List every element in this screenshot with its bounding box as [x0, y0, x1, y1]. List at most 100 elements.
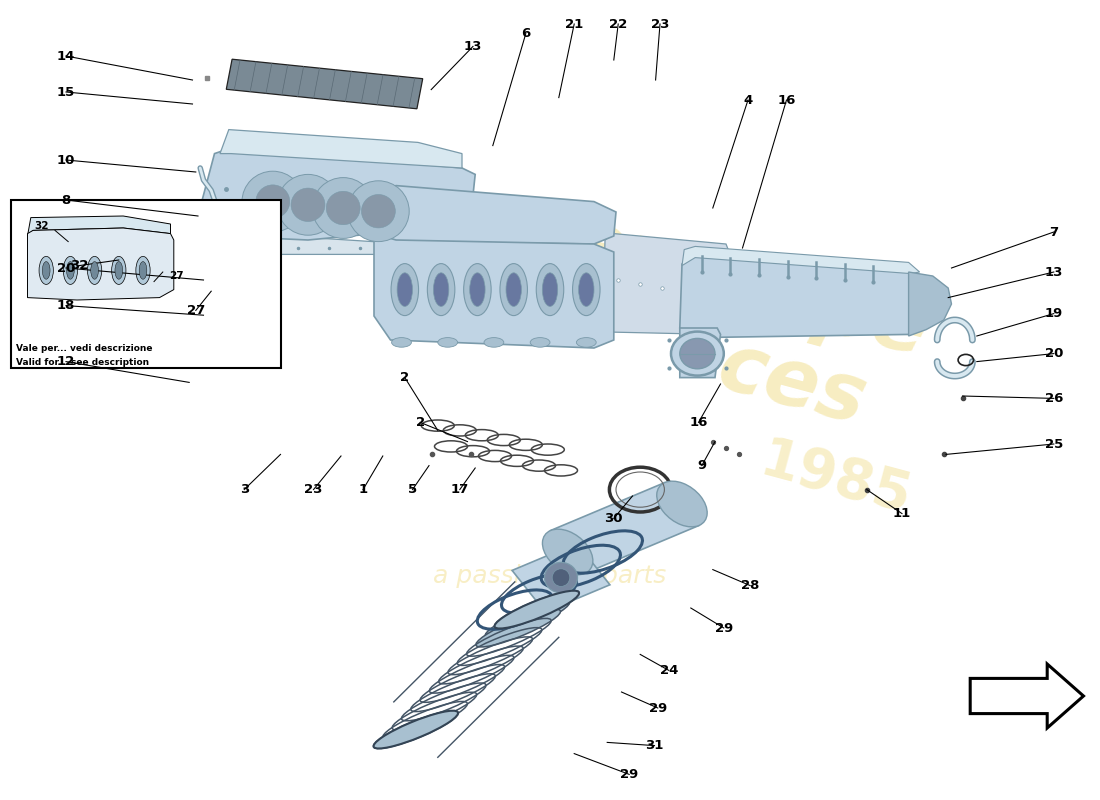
Text: 28: 28	[741, 579, 759, 592]
Ellipse shape	[506, 273, 521, 306]
Ellipse shape	[433, 273, 449, 306]
Ellipse shape	[576, 338, 596, 347]
Ellipse shape	[470, 273, 485, 306]
Text: 15: 15	[57, 86, 75, 98]
Ellipse shape	[544, 562, 578, 593]
Polygon shape	[28, 228, 174, 300]
Ellipse shape	[438, 338, 458, 347]
Ellipse shape	[277, 174, 339, 235]
Ellipse shape	[484, 338, 504, 347]
Text: 17: 17	[451, 483, 469, 496]
Ellipse shape	[657, 481, 707, 527]
Text: 27: 27	[187, 304, 205, 317]
Polygon shape	[682, 246, 920, 274]
Ellipse shape	[476, 609, 561, 647]
Text: 13: 13	[1045, 266, 1063, 278]
Text: eurospe: eurospe	[561, 203, 935, 373]
Ellipse shape	[374, 710, 458, 749]
Ellipse shape	[292, 188, 324, 222]
Ellipse shape	[242, 171, 304, 232]
Ellipse shape	[495, 590, 579, 629]
FancyBboxPatch shape	[11, 200, 280, 368]
Text: 4: 4	[744, 94, 752, 106]
Ellipse shape	[579, 273, 594, 306]
Ellipse shape	[530, 338, 550, 347]
Text: 23: 23	[651, 18, 669, 30]
Text: 20: 20	[1045, 347, 1063, 360]
Ellipse shape	[392, 263, 418, 315]
Text: 11: 11	[893, 507, 911, 520]
Text: 16: 16	[690, 416, 707, 429]
Text: ces: ces	[710, 327, 874, 441]
Text: 31: 31	[646, 739, 663, 752]
Text: Vale per... vedi descrizione: Vale per... vedi descrizione	[16, 344, 153, 353]
Text: 26: 26	[1045, 392, 1063, 405]
Text: 30: 30	[605, 512, 623, 525]
Polygon shape	[28, 216, 170, 236]
Text: 12: 12	[57, 355, 75, 368]
Ellipse shape	[42, 262, 51, 279]
Text: 22: 22	[609, 18, 627, 30]
Ellipse shape	[327, 191, 360, 225]
Ellipse shape	[362, 194, 395, 228]
Text: 25: 25	[1045, 438, 1063, 450]
Text: 10: 10	[57, 154, 75, 166]
Ellipse shape	[680, 338, 715, 369]
Text: 29: 29	[649, 702, 667, 714]
Ellipse shape	[499, 263, 527, 315]
Ellipse shape	[90, 262, 99, 279]
Ellipse shape	[542, 273, 558, 306]
Text: 19: 19	[1045, 307, 1063, 320]
Ellipse shape	[40, 256, 53, 284]
Text: 21: 21	[565, 18, 583, 30]
Polygon shape	[374, 234, 614, 348]
Polygon shape	[227, 59, 422, 109]
Text: 18: 18	[57, 299, 75, 312]
Ellipse shape	[392, 338, 411, 347]
Ellipse shape	[67, 262, 75, 279]
Ellipse shape	[139, 262, 147, 279]
Text: 29: 29	[620, 768, 638, 781]
Text: Valid for... see description: Valid for... see description	[16, 358, 150, 366]
Text: 5: 5	[408, 483, 417, 496]
Ellipse shape	[112, 256, 126, 284]
Text: 20: 20	[57, 262, 75, 274]
Text: 1985: 1985	[755, 434, 917, 526]
Text: 7: 7	[1049, 226, 1058, 238]
Polygon shape	[513, 543, 609, 612]
Text: 32: 32	[70, 259, 88, 272]
Ellipse shape	[136, 256, 150, 284]
Polygon shape	[551, 482, 698, 574]
Ellipse shape	[485, 600, 570, 638]
Ellipse shape	[573, 263, 601, 315]
Text: 24: 24	[660, 664, 678, 677]
Text: 32: 32	[34, 221, 50, 230]
Text: 23: 23	[305, 483, 322, 496]
Ellipse shape	[537, 263, 563, 315]
Text: 3: 3	[240, 483, 249, 496]
Text: 27: 27	[168, 271, 184, 281]
Polygon shape	[220, 130, 462, 168]
Polygon shape	[220, 232, 475, 254]
Polygon shape	[196, 148, 475, 240]
Ellipse shape	[552, 569, 570, 586]
Ellipse shape	[427, 263, 455, 315]
Text: 16: 16	[778, 94, 795, 106]
Ellipse shape	[64, 256, 77, 284]
Polygon shape	[363, 186, 616, 244]
Polygon shape	[680, 328, 720, 378]
Polygon shape	[680, 256, 924, 338]
Text: 1: 1	[359, 483, 367, 496]
Ellipse shape	[542, 529, 593, 575]
Ellipse shape	[116, 262, 123, 279]
Ellipse shape	[464, 263, 491, 315]
Polygon shape	[970, 664, 1084, 728]
Ellipse shape	[397, 273, 412, 306]
Ellipse shape	[348, 181, 409, 242]
Ellipse shape	[312, 178, 374, 238]
Text: 14: 14	[57, 50, 75, 62]
Text: 13: 13	[464, 40, 482, 53]
Ellipse shape	[671, 331, 724, 375]
Ellipse shape	[256, 185, 289, 218]
Text: 29: 29	[715, 622, 733, 634]
